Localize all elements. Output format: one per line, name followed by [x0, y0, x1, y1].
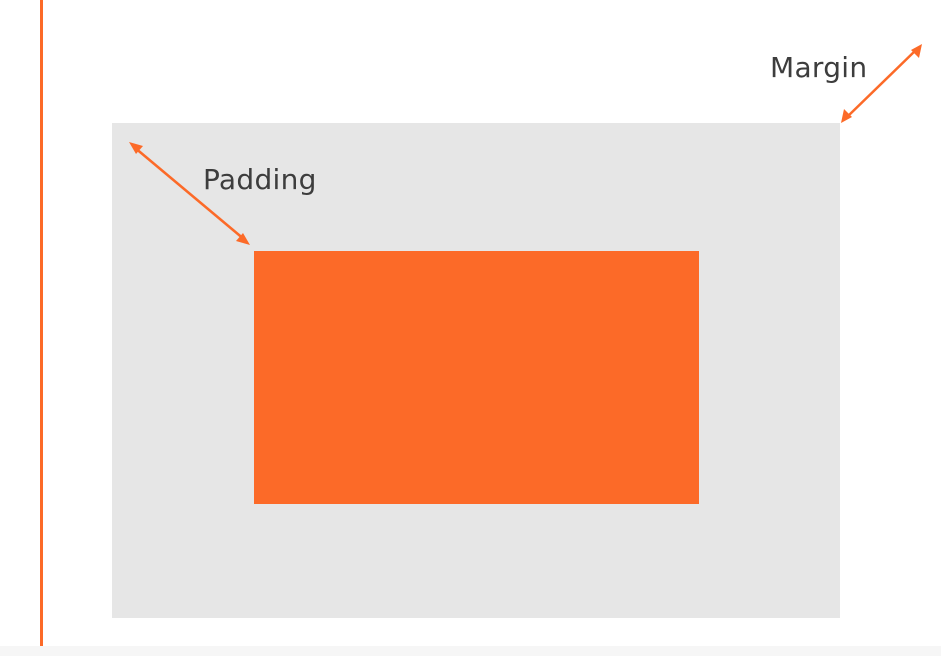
margin-label: Margin: [770, 51, 868, 84]
vertical-accent-line: [40, 0, 43, 656]
padding-label: Padding: [203, 163, 317, 196]
content-box: [254, 251, 699, 504]
bottom-edge-strip: [0, 646, 941, 656]
